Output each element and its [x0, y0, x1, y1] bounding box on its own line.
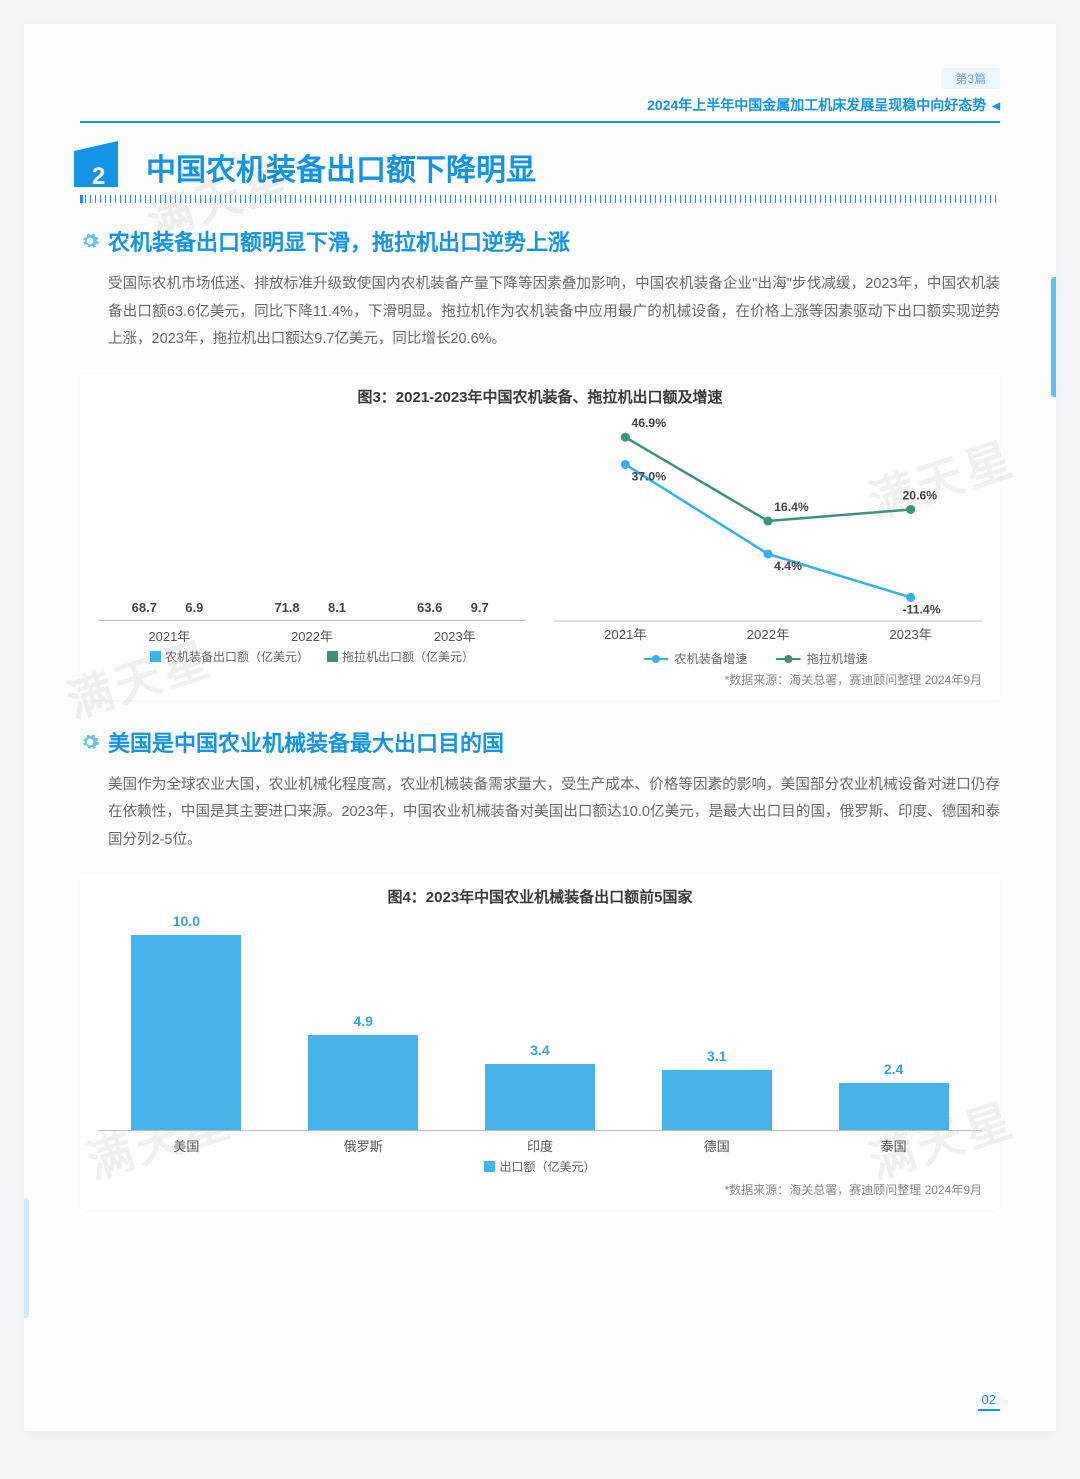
- svg-text:2023年: 2023年: [889, 627, 932, 642]
- chart3-source: *数据来源：海关总署，赛迪顾问整理 2024年9月: [98, 671, 982, 688]
- svg-text:46.9%: 46.9%: [631, 416, 666, 430]
- svg-text:4.4%: 4.4%: [774, 559, 802, 573]
- chapter-tag: 第3篇: [80, 68, 1000, 89]
- svg-text:-11.4%: -11.4%: [903, 602, 941, 616]
- svg-text:37.0%: 37.0%: [631, 469, 666, 483]
- subsection-1-body: 受国际农机市场低迷、排放标准升级致使国内农机装备产量下降等因素叠加影响，中国农机…: [108, 271, 1000, 354]
- chapter-title-bar: 2024年上半年中国金属加工机床发展呈现稳中向好态势◀: [80, 95, 1000, 123]
- svg-text:2021年: 2021年: [604, 627, 647, 642]
- subsection-1-title: 农机装备出口额明显下滑，拖拉机出口逆势上涨: [108, 225, 570, 257]
- svg-text:20.6%: 20.6%: [903, 488, 938, 502]
- chart4-card: 图4：2023年中国农业机械装备出口额前5国家 10.04.93.43.12.4…: [80, 874, 1000, 1210]
- gear-icon: [80, 732, 100, 752]
- chart4-title: 图4：2023年中国农业机械装备出口额前5国家: [98, 886, 982, 907]
- svg-text:拖拉机增速: 拖拉机增速: [807, 651, 868, 665]
- subsection-2-body: 美国作为全球农业大国，农业机械化程度高，农业机械装备需求量大，受生产成本、价格等…: [108, 772, 1000, 855]
- svg-text:农机装备增速: 农机装备增速: [674, 651, 747, 665]
- gear-icon: [80, 231, 100, 251]
- chart3-card: 图3：2021-2023年中国农机装备、拖拉机出口额及增速 68.76.971.…: [80, 374, 1000, 700]
- section-number-badge: 2: [80, 147, 140, 197]
- svg-text:2022年: 2022年: [747, 627, 790, 642]
- divider-rule: [80, 195, 1000, 203]
- chart4-source: *数据来源：海关总署，赛迪顾问整理 2024年9月: [98, 1181, 982, 1198]
- svg-text:16.4%: 16.4%: [774, 500, 809, 514]
- section-title: 中国农机装备出口额下降明显: [146, 147, 536, 195]
- page-number: 02: [978, 1392, 1000, 1411]
- subsection-2-title: 美国是中国农业机械装备最大出口目的国: [108, 726, 504, 758]
- chart3-title: 图3：2021-2023年中国农机装备、拖拉机出口额及增速: [98, 386, 982, 407]
